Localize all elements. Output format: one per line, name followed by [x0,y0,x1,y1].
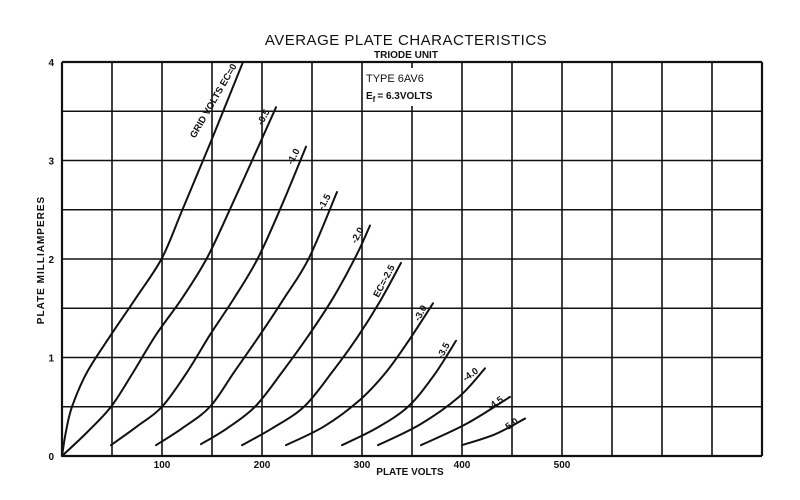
curve-label: -0.5 [255,107,273,127]
curve-ec-2-5 [241,261,402,447]
x-tick-label: 400 [454,460,471,471]
curve-ec-3-0 [285,302,434,447]
curve-ec-2-0 [200,224,371,446]
heater-voltage-label: Ef = 6.3VOLTS [366,91,433,104]
tube-type-label: TYPE 6AV6 [366,73,424,85]
y-tick-label: 3 [48,157,54,168]
heater-prefix: E [366,91,373,102]
x-tick-label: 300 [354,460,371,471]
annotation-box-bg [364,68,454,106]
y-tick-label: 2 [48,255,54,266]
y-tick-label: 4 [48,58,54,69]
curve-ec-5-0 [461,417,526,447]
curve-ec-4-0 [377,367,486,447]
curve-label: -1.5 [316,192,334,212]
x-axis-label: PLATE VOLTS [376,467,444,478]
y-tick-label: 1 [48,354,54,365]
chart-subtitle: TRIODE UNIT [374,50,438,61]
curve-label: -3.0 [412,304,429,324]
y-tick-label: 0 [48,452,54,463]
curve-ec-4-5 [420,395,511,447]
curve-label: -4.0 [461,366,481,384]
curves [61,61,526,457]
grid [60,60,764,458]
curve-ec-3-5 [341,339,457,447]
x-tick-label: 200 [254,460,271,471]
x-tick-label: 500 [554,460,571,471]
curve-label: -5.0 [501,416,521,434]
x-tick-label: 100 [154,460,171,471]
axis-ticks: 100 200 300 400 500 0 1 2 3 4 [48,58,570,471]
chart-title: AVERAGE PLATE CHARACTERISTICS [265,32,547,49]
curve-ec-1-0 [110,145,307,447]
curve-labels: GRID VOLTS EC=0 -0.5-1.0-1.5-2.0EC=-2.5-3… [188,62,521,434]
heater-sub: f [373,95,376,104]
curve-ec-0-5 [61,106,277,457]
curve-label: GRID VOLTS EC=0 [188,62,240,140]
heater-value: = 6.3VOLTS [377,91,432,102]
curve-ec-0 [61,61,244,457]
curve-ec-1-5 [155,191,338,447]
y-axis-label: PLATE MILLIAMPERES [36,196,47,324]
curve-label: -2.0 [349,226,366,246]
